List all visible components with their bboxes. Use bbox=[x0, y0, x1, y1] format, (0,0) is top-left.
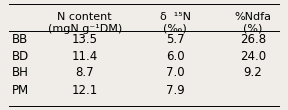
Text: 6.0: 6.0 bbox=[166, 50, 185, 63]
Text: 8.7: 8.7 bbox=[75, 66, 94, 79]
Text: δ  ¹⁵N
(‰): δ ¹⁵N (‰) bbox=[160, 12, 191, 34]
Text: N content
(mgN g⁻¹DM): N content (mgN g⁻¹DM) bbox=[48, 12, 122, 34]
Text: 26.8: 26.8 bbox=[240, 33, 266, 46]
Text: 24.0: 24.0 bbox=[240, 50, 266, 63]
Text: BB: BB bbox=[12, 33, 29, 46]
Text: 11.4: 11.4 bbox=[72, 50, 98, 63]
Text: PM: PM bbox=[12, 84, 29, 97]
Text: 7.0: 7.0 bbox=[166, 66, 185, 79]
Text: 5.7: 5.7 bbox=[166, 33, 185, 46]
Text: 12.1: 12.1 bbox=[72, 84, 98, 97]
Text: 13.5: 13.5 bbox=[72, 33, 98, 46]
Text: 9.2: 9.2 bbox=[244, 66, 262, 79]
Text: BD: BD bbox=[12, 50, 29, 63]
Text: %Ndfa
(%): %Ndfa (%) bbox=[234, 12, 272, 34]
Text: 7.9: 7.9 bbox=[166, 84, 185, 97]
Text: BH: BH bbox=[12, 66, 29, 79]
